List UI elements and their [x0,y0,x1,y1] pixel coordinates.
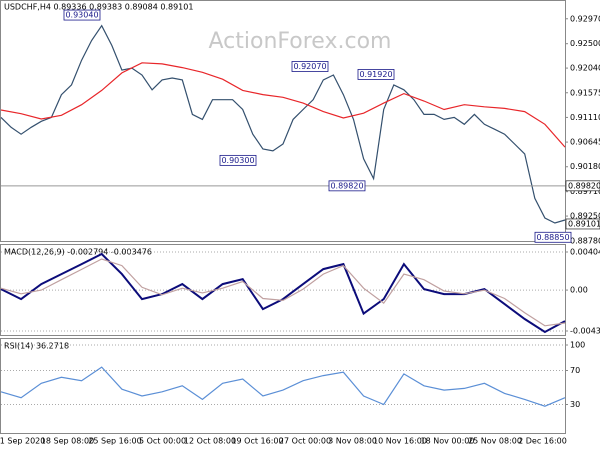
y-tick-label: 100 [570,341,585,350]
y-tick-label: 0.92970 [570,14,600,23]
watermark: ActionForex.com [209,29,392,54]
x-tick-label: 27 Oct 00:00 [279,437,331,446]
y-tick-label: 70 [570,366,580,375]
y-tick-label: 0.92040 [570,64,600,73]
x-tick-label: 19 Oct 16:00 [231,437,283,446]
annotation-box [219,154,257,166]
macd-title: MACD(12,26,9) -0.002794 -0.003476 [4,248,152,257]
series-line [0,258,566,327]
annotation-label: 0.93040 [65,11,98,20]
level-box [565,218,600,230]
series-line [0,62,566,148]
x-tick-label: 12 Oct 08:00 [184,437,236,446]
annotation-box [534,231,572,243]
annotation-box [63,9,101,21]
series-line [0,252,566,334]
y-tick-label: 0.90180 [570,162,600,171]
x-tick-label: 11 Sep 2020 [0,437,45,446]
y-tick-label: 0.88780 [570,237,600,246]
rsi-panel [0,338,566,434]
annotation-label: 0.88850 [536,233,569,242]
x-tick-label: 10 Nov 16:00 [373,437,427,446]
price-panel [0,0,566,242]
annotation-box [328,180,366,192]
level-label: 0.89101 [568,219,600,228]
x-tick-label: 3 Nov 08:00 [328,437,377,446]
y-tick-label: 0.90645 [570,138,600,147]
annotation-label: 0.90300 [221,156,254,165]
y-tick-label: 0.00 [570,286,588,295]
annotation-label: 0.89820 [330,181,363,190]
chart-title: USDCHF,H4 0.89336 0.89383 0.89084 0.8910… [4,3,193,12]
rsi-title: RSI(14) 36.2718 [4,342,69,351]
y-tick-label: 0.89250 [570,212,600,221]
annotation-box [357,69,395,80]
series-line [0,24,566,224]
annotation-label: 0.92070 [293,62,326,71]
annotation-label: 0.91920 [359,70,392,79]
y-tick-label: -0.004351 [570,327,600,336]
x-tick-label: 25 Sep 16:00 [88,437,141,446]
y-tick-label: 0.004048 [570,247,600,256]
x-tick-label: 18 Sep 08:00 [41,437,94,446]
annotation-box [291,61,329,72]
y-tick-label: 0.91110 [570,113,600,122]
y-tick-label: 30 [570,400,580,409]
x-tick-label: 25 Nov 08:00 [468,437,522,446]
y-tick-label: 0.89710 [570,187,600,196]
x-tick-label: 2 Dec 16:00 [518,437,567,446]
y-tick-label: 0.91575 [570,88,600,97]
y-tick-label: 0.92500 [570,39,600,48]
series-line [0,366,566,407]
x-tick-label: 18 Nov 00:00 [421,437,475,446]
level-box [565,180,600,192]
x-tick-label: 5 Oct 00:00 [139,437,186,446]
level-label: 0.89820 [568,181,600,190]
